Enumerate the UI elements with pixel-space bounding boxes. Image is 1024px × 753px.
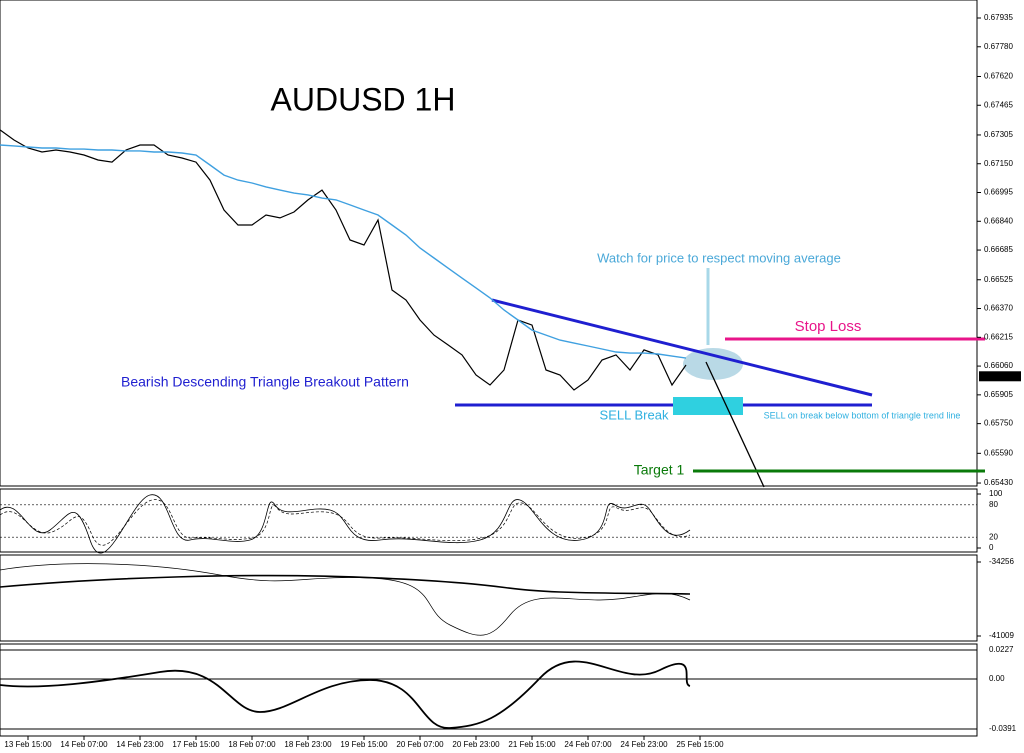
y-tick-label: 0.66685 bbox=[984, 245, 1013, 254]
y-tick-label: 0.67305 bbox=[984, 130, 1013, 139]
indicator-tick-label: 100 bbox=[989, 489, 1003, 498]
indicator-tick-label: 0 bbox=[989, 543, 994, 552]
y-tick-label: 0.67465 bbox=[984, 100, 1013, 109]
triangle-upper bbox=[491, 298, 873, 397]
current-price-label: 0.66005 bbox=[983, 371, 1012, 380]
x-tick-label: 14 Feb 23:00 bbox=[116, 740, 164, 749]
cci-average bbox=[0, 574, 691, 595]
indicator-tick-label: 0.0227 bbox=[989, 645, 1014, 654]
x-tick-label: 14 Feb 07:00 bbox=[60, 740, 108, 749]
stoch-panel bbox=[0, 488, 978, 553]
oscillator-line bbox=[0, 660, 691, 729]
sell-zone bbox=[673, 397, 743, 415]
watch-note: Watch for price to respect moving averag… bbox=[597, 250, 841, 265]
y-tick-label: 0.66370 bbox=[984, 304, 1013, 313]
osc-panel bbox=[0, 643, 978, 737]
indicator-tick-label: 80 bbox=[989, 500, 998, 509]
y-tick-label: 0.65430 bbox=[984, 478, 1013, 487]
x-tick-label: 24 Feb 23:00 bbox=[620, 740, 668, 749]
target-label: Target 1 bbox=[634, 462, 685, 478]
indicator-tick-label: 20 bbox=[989, 532, 998, 541]
y-tick-label: 0.67620 bbox=[984, 72, 1013, 81]
indicator-tick-label: -34256 bbox=[989, 557, 1014, 566]
x-tick-label: 21 Feb 15:00 bbox=[508, 740, 556, 749]
x-tick-label: 20 Feb 23:00 bbox=[452, 740, 500, 749]
series-line bbox=[0, 129, 687, 391]
chart-title: AUDUSD 1H bbox=[271, 81, 456, 117]
x-tick-label: 20 Feb 07:00 bbox=[396, 740, 444, 749]
indicator-tick-label: -41009 bbox=[989, 631, 1014, 640]
y-tick-label: 0.66840 bbox=[984, 216, 1013, 225]
sell-break-label: SELL Break bbox=[600, 407, 669, 422]
y-tick-label: 0.66060 bbox=[984, 361, 1013, 370]
cci-panel bbox=[0, 554, 978, 642]
x-tick-label: 24 Feb 07:00 bbox=[564, 740, 612, 749]
y-tick-label: 0.66215 bbox=[984, 332, 1013, 341]
x-tick-label: 18 Feb 23:00 bbox=[284, 740, 332, 749]
stoch-line bbox=[0, 494, 691, 554]
x-tick-label: 17 Feb 15:00 bbox=[172, 740, 220, 749]
y-tick-label: 0.67935 bbox=[984, 13, 1013, 22]
x-tick-label: 25 Feb 15:00 bbox=[676, 740, 724, 749]
y-tick-label: 0.67150 bbox=[984, 159, 1013, 168]
pattern-label: Bearish Descending Triangle Breakout Pat… bbox=[121, 374, 409, 390]
projection-line bbox=[705, 361, 765, 488]
x-tick-label: 13 Feb 15:00 bbox=[4, 740, 52, 749]
indicator-tick-label: 0.00 bbox=[989, 674, 1005, 683]
y-tick-label: 0.65905 bbox=[984, 390, 1013, 399]
current-price-box bbox=[979, 371, 1021, 382]
x-tick-label: 18 Feb 07:00 bbox=[228, 740, 276, 749]
indicator-tick-label: -0.0391 bbox=[989, 724, 1017, 733]
stop-loss-label: Stop Loss bbox=[795, 318, 862, 335]
y-tick-label: 0.66525 bbox=[984, 275, 1013, 284]
y-tick-label: 0.65750 bbox=[984, 419, 1013, 428]
y-tick-label: 0.66995 bbox=[984, 188, 1013, 197]
cci-line bbox=[0, 563, 691, 636]
stoch-signal bbox=[0, 499, 691, 546]
sell-note: SELL on break below bottom of triangle t… bbox=[764, 410, 961, 420]
x-tick-label: 19 Feb 15:00 bbox=[340, 740, 388, 749]
series-line bbox=[0, 144, 687, 359]
y-tick-label: 0.67780 bbox=[984, 42, 1013, 51]
highlight-ellipse bbox=[683, 348, 743, 380]
y-tick-label: 0.65590 bbox=[984, 448, 1013, 457]
